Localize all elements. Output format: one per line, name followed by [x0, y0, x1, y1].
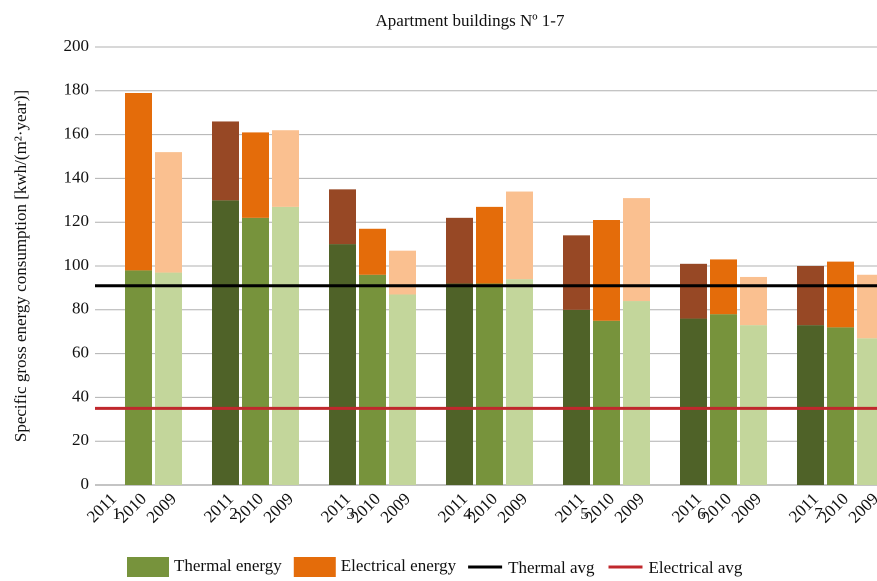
bar-segment: [329, 189, 356, 245]
bar-segment: [740, 325, 767, 485]
bar-segment: [827, 261, 854, 328]
bar-segment: [506, 191, 533, 280]
legend-label: Thermal avg: [508, 558, 595, 577]
bar-segment: [125, 270, 152, 485]
bar-segment: [623, 198, 650, 302]
x-tick-label: 2009: [494, 489, 531, 526]
x-tick-label: 2009: [611, 489, 648, 526]
bar-segment: [155, 272, 182, 485]
bar-segment: [857, 338, 877, 485]
bar-segment: [797, 325, 824, 485]
group-label: 3: [346, 504, 355, 523]
legend-swatch: [127, 557, 169, 577]
bar-segment: [389, 294, 416, 485]
bar-segment: [212, 121, 239, 201]
bar-segment: [242, 217, 269, 485]
group-label: 6: [697, 504, 706, 523]
y-tick-label: 80: [72, 299, 89, 318]
bar-segment: [329, 244, 356, 485]
bar-segment: [242, 132, 269, 218]
bar-segment: [476, 283, 503, 485]
bar-segment: [272, 206, 299, 485]
y-tick-label: 200: [64, 36, 90, 55]
bar-segment: [446, 283, 473, 485]
bar-segment: [740, 276, 767, 326]
bar-segment: [389, 250, 416, 295]
bar-segment: [563, 235, 590, 310]
x-tick-label: 2009: [143, 489, 180, 526]
bar-segment: [155, 152, 182, 273]
y-tick-label: 140: [64, 167, 90, 186]
bar-segment: [563, 309, 590, 485]
x-tick-label: 2009: [728, 489, 765, 526]
bar-segment: [680, 263, 707, 319]
bar-segment: [710, 314, 737, 485]
bar-segment: [476, 206, 503, 284]
legend-label: Thermal energy: [174, 556, 282, 575]
bar-segment: [506, 279, 533, 485]
y-tick-label: 20: [72, 430, 89, 449]
bar-segment: [593, 220, 620, 321]
bar-segment: [680, 318, 707, 485]
legend-label: Electrical avg: [649, 558, 743, 577]
bar-segment: [212, 200, 239, 486]
group-label: 4: [463, 504, 472, 523]
bar-segment: [359, 228, 386, 275]
bar-segment: [446, 217, 473, 284]
y-tick-label: 60: [72, 343, 89, 362]
y-tick-label: 120: [64, 211, 90, 230]
y-tick-label: 180: [64, 80, 90, 99]
bar-segment: [827, 327, 854, 485]
group-label: 2: [229, 504, 238, 523]
bar-segment: [857, 274, 877, 339]
group-label: 5: [580, 504, 589, 523]
y-axis-label: Specific gross energy consumption [kwh/(…: [11, 90, 30, 442]
legend-swatch: [293, 557, 336, 577]
x-tick-label: 2009: [260, 489, 297, 526]
bar-segment: [623, 301, 650, 485]
bar-segment: [272, 130, 299, 207]
legend-label: Electrical energy: [341, 556, 457, 575]
bar-segment: [797, 266, 824, 326]
group-label: 1: [112, 504, 121, 523]
group-label: 7: [814, 504, 823, 523]
chart-title: Apartment buildings Nº 1-7: [376, 11, 565, 30]
x-tick-label: 2009: [845, 489, 877, 526]
bar-segment: [359, 274, 386, 485]
y-tick-label: 100: [64, 255, 90, 274]
bar-segment: [593, 320, 620, 485]
y-tick-label: 40: [72, 386, 89, 405]
y-tick-label: 160: [64, 124, 90, 143]
bar-segment: [125, 92, 152, 271]
x-tick-label: 2009: [377, 489, 414, 526]
y-tick-label: 0: [81, 474, 90, 493]
